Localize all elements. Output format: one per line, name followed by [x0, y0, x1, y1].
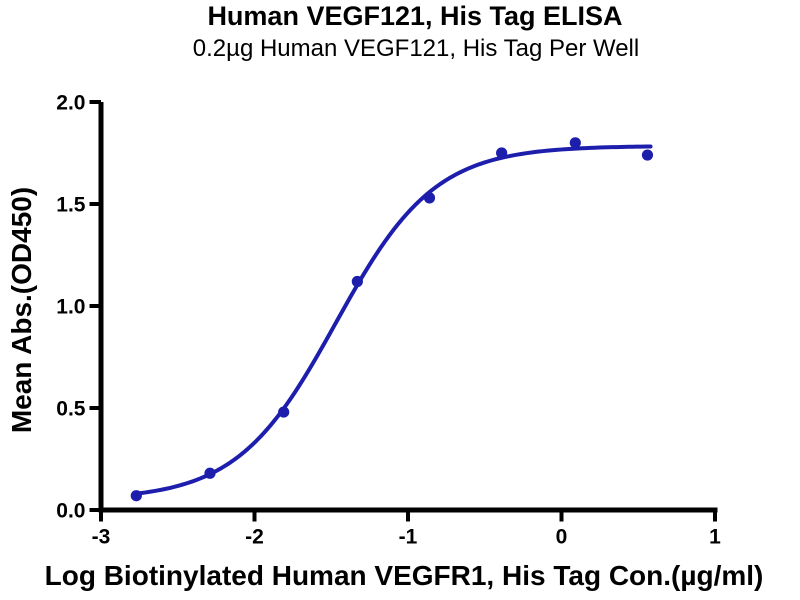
chart-title: Human VEGF121, His Tag ELISA — [207, 1, 623, 31]
data-point — [204, 467, 216, 479]
fit-curve — [134, 144, 653, 496]
chart-subtitle: 0.2µg Human VEGF121, His Tag Per Well — [192, 35, 640, 62]
y-tick-label: 0.5 — [56, 398, 86, 421]
x-axis-label: Log Biotinylated Human VEGFR1, His Tag C… — [44, 560, 764, 591]
y-tick-label: 2.0 — [56, 92, 85, 115]
data-point — [423, 192, 436, 204]
data-point — [569, 137, 581, 149]
data-point — [130, 490, 142, 502]
data-point — [278, 406, 290, 418]
x-tick-label: 0 — [556, 526, 568, 549]
x-tick-label: -2 — [245, 526, 264, 549]
data-point — [351, 275, 363, 288]
x-tick-label: -3 — [92, 526, 111, 549]
y-tick-label: 0.0 — [56, 500, 85, 523]
y-tick-label: 1.5 — [56, 194, 86, 217]
data-point — [496, 147, 508, 159]
data-point — [641, 149, 654, 161]
x-tick-label: -1 — [399, 526, 418, 549]
x-tick-label: 1 — [709, 526, 721, 549]
y-tick-label: 1.0 — [56, 296, 85, 319]
